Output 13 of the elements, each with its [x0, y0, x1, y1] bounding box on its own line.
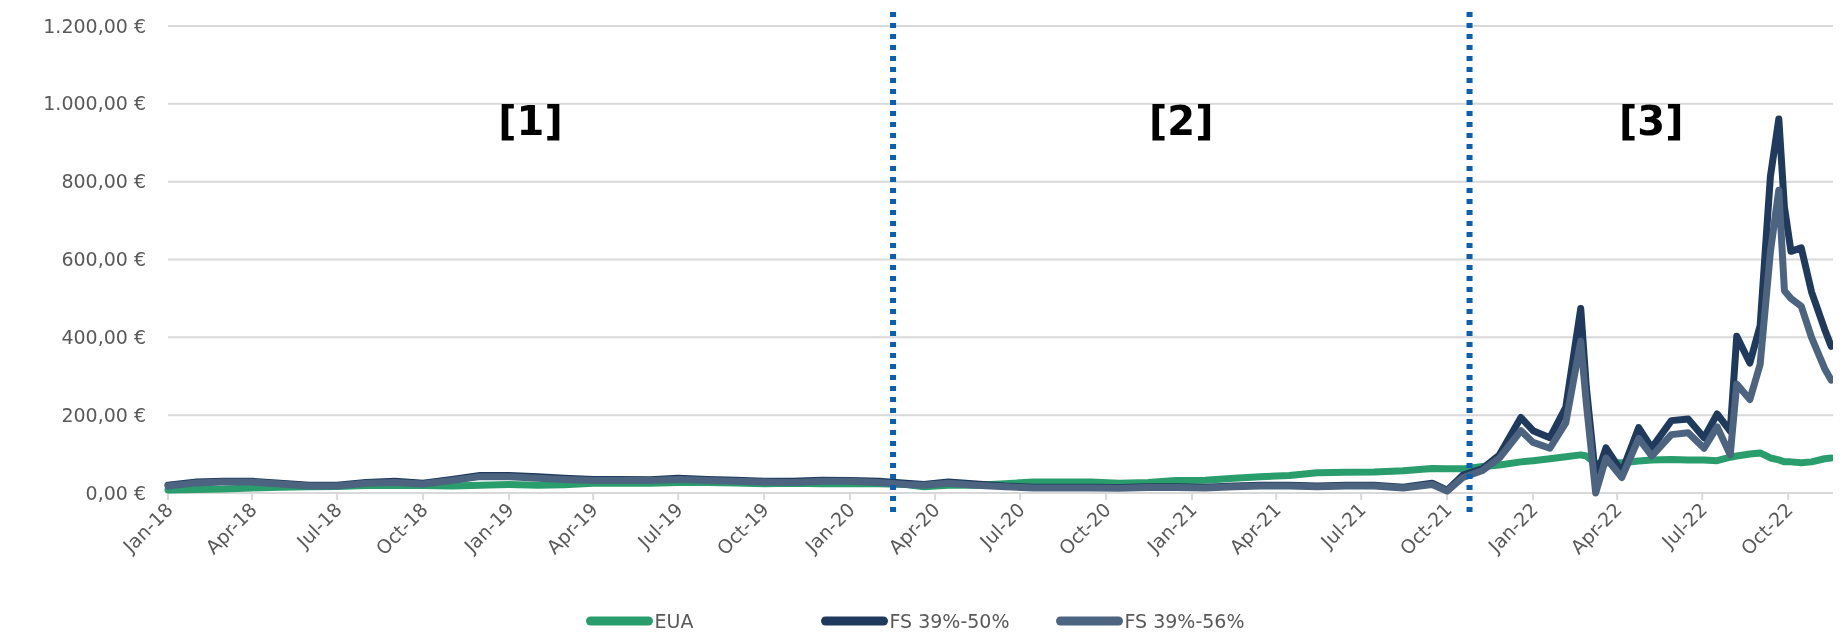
legend-label: FS 39%-56% [1124, 609, 1245, 632]
legend-label: FS 39%-50% [889, 609, 1010, 632]
y-tick-label: 600,00 € [61, 248, 146, 271]
y-tick-label: 400,00 € [61, 325, 146, 348]
y-tick-label: 1.200,00 € [43, 14, 146, 37]
annotation: [2] [1149, 98, 1214, 144]
annotation: [1] [498, 98, 563, 144]
annotation: [3] [1619, 98, 1684, 144]
y-tick-label: 1.000,00 € [43, 92, 146, 115]
y-tick-label: 800,00 € [61, 170, 146, 193]
y-tick-label: 200,00 € [61, 403, 146, 426]
legend-label: EUA [654, 609, 694, 632]
y-tick-label: 0,00 € [85, 481, 146, 504]
